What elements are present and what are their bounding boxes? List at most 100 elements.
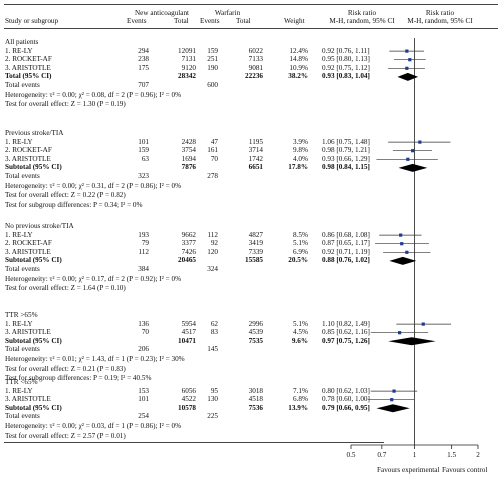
- study-events-warfarin: 130: [207, 395, 218, 404]
- study-events-new: 136: [138, 319, 149, 328]
- subtotal-weight: 17.8%: [288, 163, 308, 172]
- study-events-new: 112: [138, 247, 149, 256]
- study-total-new: 9662: [181, 230, 196, 239]
- study-total-warfarin: 4518: [248, 395, 263, 404]
- study-total-new: 2428: [181, 137, 196, 146]
- total-events-label: Total events: [5, 172, 40, 180]
- study-total-warfarin: 6022: [248, 46, 263, 55]
- total-events-new: 384: [138, 265, 149, 273]
- subtotal-ci: 0.97 [0.75, 1.26]: [322, 336, 370, 345]
- study-weight: 6.8%: [293, 395, 308, 404]
- study-name: 1. RE-LY: [5, 386, 33, 395]
- col-group2-events-header: Events: [200, 17, 220, 25]
- study-weight: 4.0%: [293, 154, 308, 163]
- study-point-marker: [421, 322, 425, 326]
- study-name: 3. ARISTOTLE: [5, 63, 51, 72]
- study-events-warfarin: 92: [210, 239, 218, 248]
- study-weight: 12.4%: [289, 46, 308, 55]
- study-total-new: 1694: [181, 154, 196, 163]
- study-ci: 0.92 [0.71, 1.19]: [322, 247, 370, 256]
- study-weight: 5.1%: [293, 239, 308, 248]
- pooled-diamond: [388, 337, 436, 346]
- subtotal-total-warfarin: 6651: [248, 163, 263, 172]
- study-ci: 0.87 [0.65, 1.17]: [322, 239, 370, 248]
- axis-right-label: Favours control: [442, 466, 488, 474]
- study-name: 1. RE-LY: [5, 46, 33, 55]
- study-point-marker: [398, 331, 402, 335]
- group-title: TTR >65%: [5, 311, 38, 319]
- study-total-new: 4522: [181, 395, 196, 404]
- plot-rr-header: Risk ratio: [425, 9, 455, 17]
- heterogeneity-text: Heterogeneity: τ² = 0.00; χ² = 0.08, df …: [5, 90, 182, 99]
- total-events-warfarin: 324: [207, 265, 218, 273]
- subtotal-ci: 0.79 [0.66, 0.95]: [322, 403, 370, 412]
- group-title: No previous stroke/TIA: [5, 222, 74, 230]
- study-point-marker: [406, 157, 410, 161]
- study-ci: 0.86 [0.68, 1.08]: [322, 230, 370, 239]
- x-axis-tick-label: 0.5: [346, 451, 356, 459]
- total-events-label: Total events: [5, 81, 40, 89]
- study-events-new: 294: [138, 46, 149, 55]
- total-events-warfarin: 278: [207, 172, 218, 180]
- study-events-new: 193: [138, 230, 149, 239]
- total-events-new: 707: [138, 81, 149, 89]
- subtotal-total-new: 28342: [178, 72, 196, 81]
- subtotal-total-warfarin: 7535: [248, 336, 263, 345]
- pooled-diamond: [397, 72, 419, 81]
- group-title: All patients: [5, 38, 39, 46]
- study-events-new: 70: [141, 328, 149, 337]
- subtotal-total-new: 10578: [178, 403, 196, 412]
- study-total-warfarin: 7133: [248, 55, 263, 64]
- study-name: 1. RE-LY: [5, 319, 33, 328]
- pooled-diamond: [398, 163, 428, 172]
- total-events-label: Total events: [5, 412, 40, 421]
- subtotal-ci: 0.88 [0.76, 1.02]: [322, 256, 370, 265]
- header-bottom-rule: [4, 28, 498, 29]
- study-weight: 7.1%: [293, 386, 308, 395]
- study-events-new: 101: [138, 137, 149, 146]
- pooled-diamond: [389, 256, 417, 265]
- subtotal-total-new: 10471: [178, 336, 196, 345]
- overall-effect-text: Test for overall effect: Z = 0.22 (P = 0…: [5, 191, 126, 200]
- study-ci: 0.93 [0.66, 1.29]: [322, 154, 370, 163]
- study-total-new: 7426: [181, 247, 196, 256]
- study-total-warfarin: 3714: [248, 146, 263, 155]
- subtotal-total-warfarin: 15585: [245, 256, 263, 265]
- study-total-warfarin: 9081: [248, 63, 263, 72]
- total-events-warfarin: 600: [207, 81, 218, 89]
- study-name: 3. ARISTOTLE: [5, 154, 51, 163]
- heterogeneity-text: Heterogeneity: τ² = 0.00; χ² = 0.03, df …: [5, 422, 182, 430]
- study-weight: 6.9%: [293, 247, 308, 256]
- study-total-warfarin: 4827: [248, 230, 263, 239]
- study-weight: 5.1%: [293, 319, 308, 328]
- study-total-new: 3754: [181, 146, 196, 155]
- subtotal-weight: 38.2%: [288, 72, 308, 81]
- study-events-new: 175: [138, 63, 149, 72]
- col-group2-header: Warfarin: [214, 9, 241, 17]
- study-name: 2. ROCKET-AF: [5, 55, 52, 64]
- study-name: 2. ROCKET-AF: [5, 239, 52, 248]
- study-events-warfarin: 47: [210, 137, 218, 146]
- study-ci: 0.92 [0.75, 1.12]: [322, 63, 370, 72]
- header-top-rule: [4, 4, 498, 5]
- study-point-marker: [405, 250, 409, 254]
- col-group1-total-header: Total: [174, 17, 189, 25]
- subtotal-label: Subtotal (95% CI): [5, 403, 62, 412]
- col-group1-header: New anticoagulant: [134, 9, 190, 17]
- total-events-label: Total events: [5, 265, 40, 273]
- study-events-warfarin: 95: [210, 386, 218, 395]
- study-total-warfarin: 3419: [248, 239, 263, 248]
- study-point-marker: [390, 398, 394, 402]
- pooled-diamond: [376, 404, 410, 413]
- subtotal-total-new: 20465: [178, 256, 196, 265]
- study-name: 1. RE-LY: [5, 137, 33, 146]
- col-study-header: Study or subgroup: [5, 17, 59, 25]
- study-events-warfarin: 70: [210, 154, 218, 163]
- study-weight: 9.8%: [293, 146, 308, 155]
- study-name: 2. ROCKET-AF: [5, 146, 52, 155]
- study-events-warfarin: 161: [207, 146, 218, 155]
- total-events-new: 254: [138, 412, 149, 421]
- study-total-new: 4517: [181, 328, 196, 337]
- study-point-marker: [400, 242, 404, 246]
